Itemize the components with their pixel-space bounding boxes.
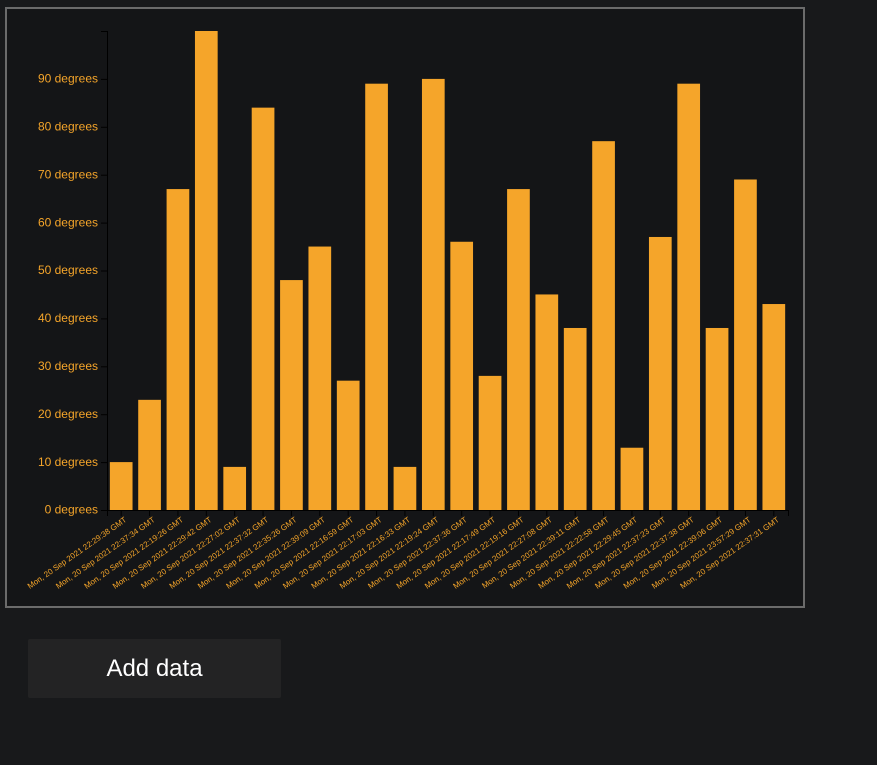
- bar-chart: 0 degrees 10 degrees 20 degrees 30 degrees 4…: [26, 31, 789, 591]
- bar: [677, 83, 701, 510]
- bar: [280, 280, 303, 510]
- bar: [705, 327, 729, 510]
- bar: [393, 466, 417, 510]
- y-tick-label: 10 degrees: [38, 455, 98, 469]
- bar: [166, 189, 190, 510]
- bar: [308, 246, 332, 511]
- y-tick-label: 90 degrees: [38, 72, 98, 86]
- y-tick-label: 60 degrees: [38, 215, 98, 229]
- chart-container: 0 degrees 10 degrees 20 degrees 30 degrees 4…: [5, 7, 805, 608]
- bar: [507, 189, 530, 510]
- bar: [365, 83, 388, 510]
- y-tick-label: 40 degrees: [38, 311, 98, 325]
- bar: [620, 447, 644, 510]
- add-data-button[interactable]: Add data: [28, 639, 281, 698]
- y-tick-label: 20 degrees: [38, 407, 98, 421]
- y-axis: 0 degrees 10 degrees 20 degrees 30 degrees 4…: [38, 31, 108, 517]
- bar: [563, 327, 587, 510]
- bar: [336, 380, 360, 510]
- y-tick-label: 80 degrees: [38, 119, 98, 133]
- bar: [138, 399, 161, 510]
- bar: [194, 31, 218, 510]
- bar: [648, 236, 672, 510]
- bar: [251, 107, 275, 510]
- bar: [109, 462, 133, 510]
- y-tick-label: 70 degrees: [38, 167, 98, 181]
- bar: [535, 294, 559, 510]
- y-tick-label: 50 degrees: [38, 263, 98, 277]
- bar: [223, 466, 247, 510]
- y-tick-label: 30 degrees: [38, 359, 98, 373]
- bar: [450, 241, 474, 510]
- bar: [762, 304, 786, 510]
- bar: [734, 179, 757, 511]
- bar: [478, 375, 502, 510]
- x-axis-line: [107, 510, 789, 516]
- bar: [592, 141, 615, 511]
- y-tick-label: 0 degrees: [45, 503, 98, 517]
- bar: [421, 78, 445, 511]
- bars-group: [109, 31, 786, 511]
